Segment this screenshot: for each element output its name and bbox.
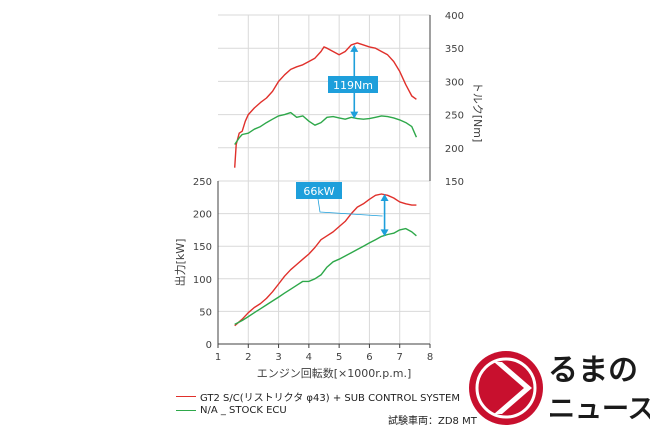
x-tick-label: 6 bbox=[366, 352, 372, 363]
x-tick-label: 2 bbox=[245, 352, 251, 363]
dyno-chart: 150 200 250 300 350 400 トルク[Nm] 0 50 100 150 200 250… bbox=[173, 11, 484, 380]
legend-item-sc: GT2 S/C(リストリクタ φ43) + SUB CONTROL SYSTEM bbox=[176, 389, 460, 404]
legend-label-na: N/A _ STOCK ECU bbox=[200, 405, 287, 416]
power-arrow-head-up bbox=[380, 194, 389, 202]
x-tick-label: 5 bbox=[336, 352, 342, 363]
x-axis-label: エンジン回転数[×1000r.p.m.] bbox=[257, 367, 412, 380]
power-series-na bbox=[234, 227, 417, 326]
vehicle-note: 試験車両：ZD8 MT bbox=[388, 416, 477, 427]
torque-series-sc bbox=[234, 42, 417, 168]
torque-tick-label: 350 bbox=[445, 44, 464, 55]
logo-ring bbox=[475, 357, 537, 419]
x-tick-label: 7 bbox=[397, 352, 403, 363]
logo-circle bbox=[469, 351, 543, 425]
power-arrow-head-down bbox=[380, 229, 389, 237]
torque-arrow-head-up bbox=[350, 44, 359, 52]
legend-item-na: N/A _ STOCK ECU bbox=[176, 405, 287, 416]
power-annotation-box bbox=[296, 182, 342, 199]
legend-label-sc: GT2 S/C(リストリクタ φ43) + SUB CONTROL SYSTEM bbox=[200, 393, 460, 404]
torque-arrow-head-down bbox=[350, 111, 359, 119]
torque-tick-label: 150 bbox=[445, 177, 464, 188]
torque-tick-label: 250 bbox=[445, 111, 464, 122]
x-tick-label: 8 bbox=[427, 352, 433, 363]
torque-tick-label: 200 bbox=[445, 144, 464, 155]
power-series-sc bbox=[234, 193, 417, 327]
x-tick-label: 1 bbox=[215, 352, 221, 363]
legend-swatch-red bbox=[176, 396, 196, 397]
torque-tick-label: 300 bbox=[445, 77, 464, 88]
power-annotation-leader bbox=[317, 198, 383, 217]
logo-text-line1: るまの bbox=[548, 353, 638, 388]
logo-chevron-icon bbox=[494, 362, 532, 414]
legend-swatch-green bbox=[176, 410, 196, 411]
kuruma-news-logo: るまの ニュース bbox=[469, 351, 650, 425]
power-tick-label: 150 bbox=[193, 242, 212, 253]
torque-series-na bbox=[234, 111, 418, 145]
x-tick-label: 4 bbox=[306, 352, 312, 363]
logo-text-line2: ニュース bbox=[548, 394, 650, 425]
power-tick-label: 100 bbox=[193, 275, 212, 286]
torque-annotation-label: 119Nm bbox=[333, 79, 373, 92]
power-tick-label: 50 bbox=[199, 307, 212, 318]
chart-card: 150 200 250 300 350 400 トルク[Nm] 0 50 100 150 200 250… bbox=[170, 0, 490, 433]
power-tick-label: 200 bbox=[193, 210, 212, 221]
torque-annotation-box bbox=[328, 76, 378, 93]
torque-axis-label: トルク[Nm] bbox=[471, 82, 484, 143]
x-tick-label: 3 bbox=[275, 352, 281, 363]
power-axis-label: 出力[kW] bbox=[173, 239, 187, 287]
power-tick-label: 0 bbox=[206, 340, 212, 351]
power-tick-label: 250 bbox=[193, 177, 212, 188]
power-annotation-label: 66kW bbox=[303, 185, 334, 198]
torque-tick-label: 400 bbox=[445, 11, 464, 22]
